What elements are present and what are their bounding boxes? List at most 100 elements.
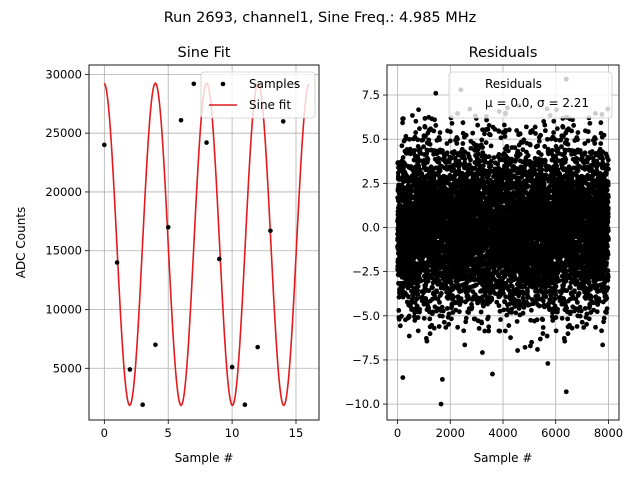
residual-point	[426, 137, 432, 143]
residual-point	[513, 310, 519, 316]
residual-point	[451, 149, 457, 154]
residual-point	[439, 304, 445, 310]
sample-point	[114, 260, 120, 265]
sample-point	[268, 228, 273, 234]
residual-point	[417, 306, 423, 312]
residual-point	[482, 131, 487, 137]
residual-point	[514, 319, 520, 324]
residual-point	[409, 188, 415, 194]
residual-point	[406, 294, 411, 300]
residual-point	[498, 317, 503, 322]
residual-point	[496, 151, 502, 157]
residual-point	[406, 313, 412, 319]
residual-point	[508, 335, 513, 341]
residual-point	[451, 162, 457, 168]
residual-point	[523, 124, 529, 130]
residual-point	[426, 305, 432, 311]
sample-point	[229, 364, 235, 370]
residual-point	[427, 141, 433, 147]
residual-point	[479, 320, 485, 326]
residual-point	[415, 287, 420, 293]
residual-point	[412, 148, 417, 153]
residual-point	[410, 113, 415, 118]
sample-point	[217, 256, 222, 262]
residual-point	[449, 303, 455, 309]
residual-point	[416, 107, 421, 113]
residual-point	[437, 130, 443, 135]
sine-fit-axes: 0 5 10 1550001000015000200002500030000Sine …	[14, 45, 320, 465]
sample-point	[165, 224, 171, 230]
residual-point	[449, 120, 455, 126]
residual-point	[475, 151, 481, 157]
residual-point	[396, 294, 402, 300]
residual-point	[502, 328, 508, 334]
axes-title: Sine Fit	[178, 45, 231, 61]
residual-point	[455, 324, 461, 330]
residual-point	[400, 155, 406, 160]
residual-point	[483, 140, 489, 145]
residual-point	[437, 137, 442, 143]
residual-point	[406, 333, 412, 339]
residual-point	[453, 307, 459, 313]
residual-point	[448, 129, 453, 135]
residual-point	[497, 328, 503, 334]
residual-point	[431, 175, 437, 181]
residual-point	[463, 315, 469, 321]
residual-point	[486, 324, 492, 330]
residual-point	[407, 136, 412, 142]
x-tick-label: 0	[101, 426, 108, 440]
residual-point	[506, 323, 512, 328]
residual-point	[451, 294, 457, 300]
residual-point	[469, 305, 475, 310]
residual-point	[476, 325, 482, 331]
residual-point	[488, 163, 494, 169]
residual-point	[501, 122, 507, 128]
residual-point	[461, 328, 467, 334]
residual-point	[420, 137, 426, 143]
residual-point	[441, 319, 447, 325]
residual-point	[506, 148, 511, 154]
sample-point	[255, 344, 260, 350]
residual-point	[407, 146, 413, 152]
residual-point	[421, 144, 426, 150]
residual-point	[470, 130, 476, 136]
legend-samples-marker	[220, 81, 226, 87]
residual-point	[408, 301, 414, 306]
residual-points	[395, 105, 611, 355]
residual-point	[480, 350, 485, 355]
residual-point	[485, 314, 491, 320]
residual-point	[520, 310, 526, 316]
residual-point	[412, 318, 418, 323]
residual-point	[412, 300, 418, 305]
residual-point	[415, 292, 421, 297]
residual-point	[413, 130, 419, 135]
plot-area	[395, 76, 611, 407]
residual-point	[439, 313, 445, 319]
residual-point	[400, 116, 406, 122]
y-axis-label: ADC Counts	[14, 207, 28, 279]
residual-point	[444, 150, 450, 156]
residual-point	[437, 299, 442, 305]
residual-point	[424, 338, 430, 344]
sample-point	[140, 402, 145, 408]
residual-point	[444, 141, 450, 146]
residual-point	[488, 143, 494, 149]
axes-frame	[88, 64, 320, 421]
sample-point	[178, 117, 184, 123]
residual-point	[468, 157, 473, 163]
residual-point	[506, 127, 512, 133]
residual-point	[422, 124, 428, 130]
residual-point	[416, 163, 422, 169]
residuals-axes: 0 2000 4000 6000 8000−10.0−7.5−5.0−2.50.02.5…	[345, 45, 623, 465]
residual-point	[399, 313, 404, 319]
residual-point	[438, 290, 444, 296]
residual-point	[489, 297, 495, 303]
residual-point	[515, 348, 520, 353]
residual-point	[418, 278, 424, 284]
residual-point	[466, 310, 471, 315]
residual-point	[436, 156, 442, 161]
residual-point	[444, 306, 450, 311]
residual-point	[474, 282, 479, 288]
residual-point	[446, 321, 452, 327]
residual-point	[430, 309, 436, 315]
